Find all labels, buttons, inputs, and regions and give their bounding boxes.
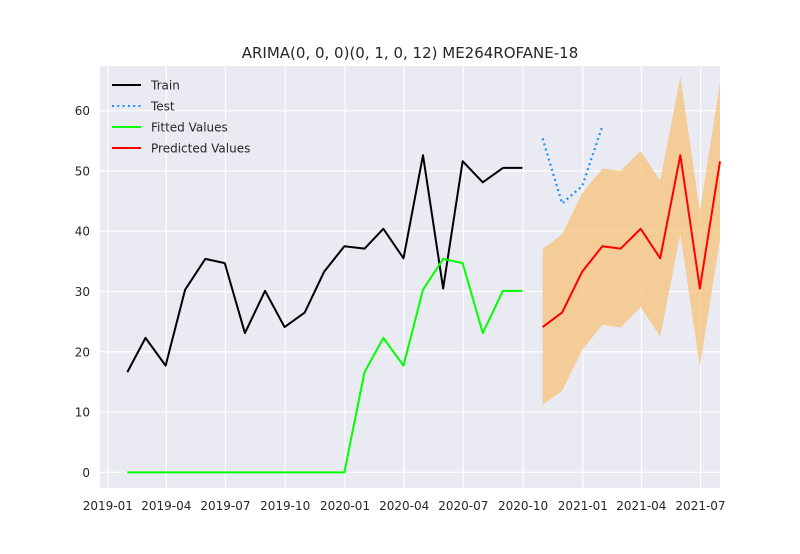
y-tick-labels: 0 10 20 30 40 50 60 [75,104,90,480]
x-tick-labels: 2019-01 2019-04 2019-07 2019-10 2020-01 2020-… [83,499,726,513]
y-tick-label: 0 [82,466,90,480]
confidence-band [542,76,720,405]
x-tick-label: 2019-10 [260,499,310,513]
series-line-fitted-values [127,257,523,474]
x-tick-label: 2019-07 [200,499,250,513]
x-tick-label: 2021-01 [558,499,608,513]
legend-label: Test [150,100,175,114]
y-tick-label: 50 [75,164,90,178]
y-tick-label: 40 [75,225,90,239]
x-tick-label: 2021-07 [675,499,725,513]
series-line-test [541,125,604,205]
series-lines [126,125,721,474]
series-line-predicted-values [541,154,721,328]
x-tick-label: 2020-10 [498,499,548,513]
y-tick-label: 20 [75,345,90,359]
y-tick-label: 10 [75,406,90,420]
x-tick-label: 2020-01 [320,499,370,513]
x-tick-label: 2019-01 [83,499,133,513]
y-tick-label: 30 [75,285,90,299]
series-line-train [126,154,523,373]
legend-label: Predicted Values [151,142,250,156]
chart-title: ARIMA(0, 0, 0)(0, 1, 0, 12) ME264ROFANE-… [242,44,579,62]
confidence-band-area [542,76,720,405]
x-tick-label: 2019-04 [141,499,191,513]
legend-label: Train [150,79,180,93]
x-tick-label: 2020-07 [438,499,488,513]
x-tick-label: 2021-04 [616,499,666,513]
x-tick-label: 2020-04 [379,499,429,513]
legend-label: Fitted Values [151,121,228,135]
y-tick-label: 60 [75,104,90,118]
legend: Train Test Fitted Values Predicted Values [112,79,250,156]
